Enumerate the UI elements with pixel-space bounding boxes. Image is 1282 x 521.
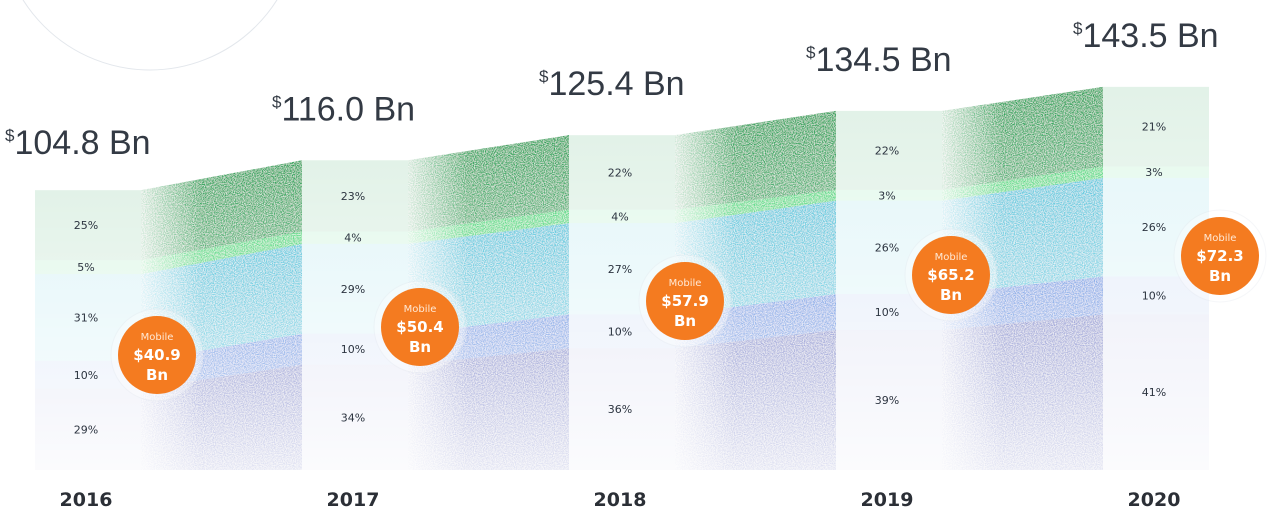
total-label-2016: $104.8 Bn <box>5 124 151 162</box>
mobile-unit: Bn <box>409 338 431 356</box>
mobile-caption: Mobile <box>141 332 174 343</box>
pct-label-2016-segment-5: 25% <box>74 219 98 232</box>
pct-label-2020-segment-4: 3% <box>1145 166 1162 179</box>
mobile-caption: Mobile <box>935 252 968 263</box>
pct-label-2018-segment-1: 36% <box>608 403 632 416</box>
year-label-2020: 2020 <box>1128 489 1181 511</box>
pct-label-2020-segment-3: 26% <box>1142 221 1166 234</box>
mobile-circle <box>381 288 459 366</box>
column-fade <box>35 190 141 470</box>
pct-label-2019-segment-2: 10% <box>875 306 899 319</box>
pct-label-2017-segment-5: 23% <box>341 190 365 203</box>
year-label-2019: 2019 <box>861 489 914 511</box>
mobile-circle <box>118 316 196 394</box>
pct-label-2017-segment-2: 10% <box>341 343 365 356</box>
mobile-circle <box>646 262 724 340</box>
pct-label-2019-segment-3: 26% <box>875 241 899 254</box>
total-label-2017: $116.0 Bn <box>272 90 415 128</box>
mobile-unit: Bn <box>940 286 962 304</box>
mobile-unit: Bn <box>146 366 168 384</box>
pct-label-2019-segment-5: 22% <box>875 144 899 157</box>
total-label-2019: $134.5 Bn <box>806 41 952 79</box>
pct-label-2018-segment-5: 22% <box>608 166 632 179</box>
total-label-2018: $125.4 Bn <box>539 65 685 103</box>
pct-label-2020-segment-5: 21% <box>1142 121 1166 134</box>
pct-label-2016-segment-2: 10% <box>74 369 98 382</box>
mobile-circle <box>912 236 990 314</box>
mobile-badge-2016: Mobile $40.9 Bn <box>110 308 204 402</box>
pct-label-2018-segment-3: 27% <box>608 263 632 276</box>
total-label-2020: $143.5 Bn <box>1073 17 1219 55</box>
mobile-value: $72.3 <box>1196 247 1243 265</box>
mobile-unit: Bn <box>1209 267 1231 285</box>
pct-label-2019-segment-1: 39% <box>875 394 899 407</box>
pct-label-2017-segment-4: 4% <box>344 232 361 245</box>
mobile-circle <box>1181 217 1259 295</box>
pct-label-2016-segment-4: 5% <box>77 261 94 274</box>
mobile-value: $50.4 <box>396 318 443 336</box>
year-label-2016: 2016 <box>60 489 113 511</box>
year-columns <box>35 86 1209 470</box>
mobile-caption: Mobile <box>669 278 702 289</box>
mobile-caption: Mobile <box>404 304 437 315</box>
mobile-caption: Mobile <box>1204 233 1237 244</box>
decorative-ring <box>22 0 278 71</box>
year-label-2018: 2018 <box>594 489 647 511</box>
pct-label-2016-segment-3: 31% <box>74 312 98 325</box>
mobile-unit: Bn <box>674 312 696 330</box>
pct-label-2016-segment-1: 29% <box>74 423 98 436</box>
pct-label-2019-segment-4: 3% <box>878 189 895 202</box>
mobile-badge-2020: Mobile $72.3 Bn <box>1173 209 1267 303</box>
ribbon-fade-left <box>141 160 201 470</box>
mobile-value: $40.9 <box>133 346 180 364</box>
labels: 29% 10% 31% 5% 25% 34% 10% 29% 4% 23% 36% 10% 27% 4% 2… <box>5 17 1267 511</box>
mobile-value: $57.9 <box>661 292 708 310</box>
pct-label-2017-segment-1: 34% <box>341 411 365 424</box>
mobile-badge-2017: Mobile $50.4 Bn <box>373 280 467 374</box>
pct-label-2020-segment-2: 10% <box>1142 289 1166 302</box>
pct-label-2018-segment-2: 10% <box>608 325 632 338</box>
pct-label-2020-segment-1: 41% <box>1142 386 1166 399</box>
mobile-badge-2019: Mobile $65.2 Bn <box>904 228 998 322</box>
year-label-2017: 2017 <box>327 489 380 511</box>
pct-label-2017-segment-3: 29% <box>341 283 365 296</box>
mobile-value: $65.2 <box>927 266 974 284</box>
mobile-badge-2018: Mobile $57.9 Bn <box>638 254 732 348</box>
pct-label-2018-segment-4: 4% <box>611 210 628 223</box>
